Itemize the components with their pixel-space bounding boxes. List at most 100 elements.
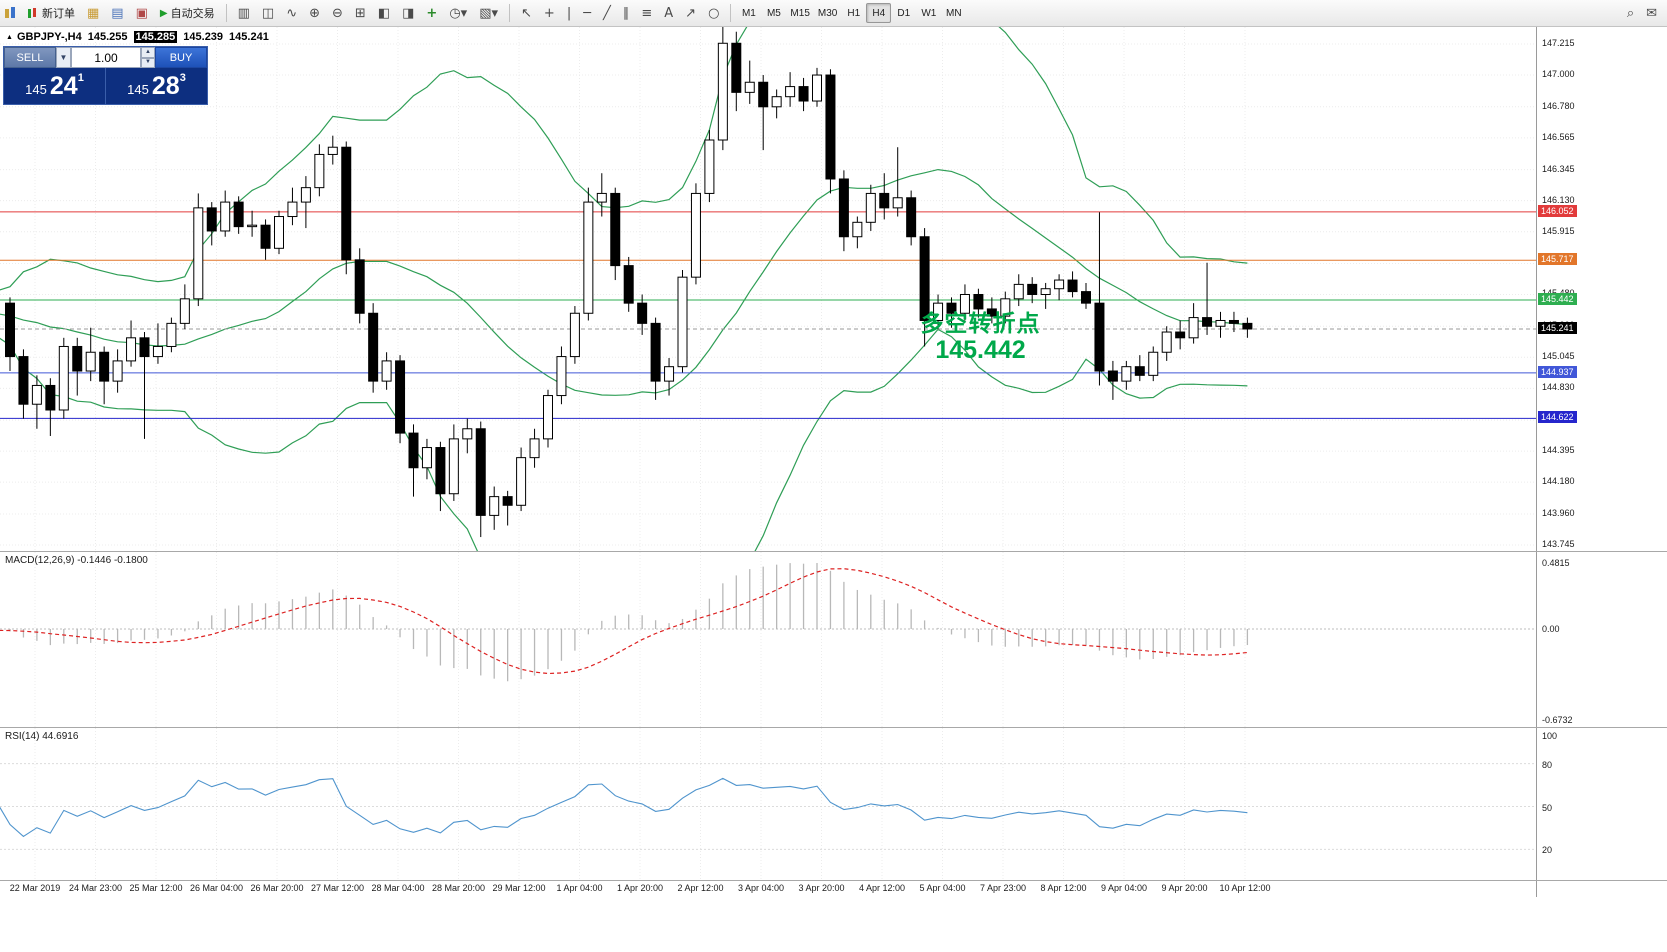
zoom-in-button[interactable]: ⊕ <box>303 2 326 24</box>
time-axis-label: 29 Mar 12:00 <box>492 883 546 893</box>
timeframe-h4[interactable]: H4 <box>866 3 892 23</box>
timeframe-m1[interactable]: M1 <box>736 3 761 23</box>
time-axis-label: 1 Apr 20:00 <box>616 883 664 893</box>
message-icon: ✉ <box>1646 5 1657 21</box>
timeframe-d1[interactable]: D1 <box>891 3 916 23</box>
time-axis-label: 26 Mar 04:00 <box>189 883 244 893</box>
arrange-left-button[interactable]: ◧ <box>372 2 396 24</box>
panel-divider <box>0 880 1667 881</box>
message-button[interactable]: ✉ <box>1640 2 1663 24</box>
shapes-icon: ○ <box>708 5 720 21</box>
indicators-icon: + <box>426 5 438 21</box>
time-axis-label: 7 Apr 23:00 <box>979 883 1027 893</box>
volume-input[interactable] <box>71 47 141 68</box>
tile-windows-button[interactable]: ⊞ <box>349 2 372 24</box>
horizontal-line-button[interactable]: ─ <box>577 2 597 24</box>
time-axis-label: 4 Apr 12:00 <box>858 883 906 893</box>
timeframe-m30[interactable]: M30 <box>814 3 841 23</box>
periods-icon: ◷▾ <box>449 5 468 21</box>
profiles-button[interactable]: ▤ <box>105 2 129 24</box>
toolbar-separator <box>509 4 510 22</box>
price-axis: 147.215 147.000 146.780 146.565 146.345 146.1… <box>1536 27 1667 897</box>
shapes-button[interactable]: ○ <box>702 2 725 24</box>
vertical-line-icon: | <box>566 5 572 21</box>
price-axis-label: 146.565 <box>1542 131 1575 142</box>
open-chart-button[interactable]: ▦ <box>81 2 105 24</box>
timeframe-group: M1 M5 M15 M30 H1 H4 D1 W1 MN <box>736 3 966 23</box>
toolbar-separator <box>225 4 227 22</box>
buy-price[interactable]: 145 28 3 <box>106 68 207 104</box>
time-axis-label: 26 Mar 20:00 <box>250 883 304 893</box>
new-order-button[interactable]: 新订单 <box>20 2 81 24</box>
macd-axis-label: 0.00 <box>1542 624 1560 634</box>
channel-button[interactable]: ∥ <box>617 2 636 24</box>
arrows-button[interactable]: ↗ <box>679 2 702 24</box>
app-icon <box>4 6 18 20</box>
tile-windows-icon: ⊞ <box>354 5 366 21</box>
main-chart[interactable] <box>0 27 1536 551</box>
level-price-tag: 146.052 <box>1538 204 1577 217</box>
bollinger-lower-band <box>0 328 1248 551</box>
trendline-button[interactable]: ╱ <box>597 2 617 24</box>
timeframe-w1[interactable]: W1 <box>916 3 941 23</box>
templates-icon: ▧▾ <box>479 5 498 21</box>
candlestick-chart-button[interactable]: ◫ <box>256 2 280 24</box>
zoom-in-icon: ⊕ <box>309 5 320 21</box>
autotrading-play-icon: ▶ <box>159 7 168 19</box>
line-chart-button[interactable]: ∿ <box>280 2 303 24</box>
buy-button[interactable]: BUY <box>155 47 207 68</box>
rsi-axis-label: 100 <box>1542 731 1558 741</box>
candlestick-chart-icon: ◫ <box>261 5 275 21</box>
volume-dropdown-button[interactable]: ▼ <box>56 47 71 68</box>
price-axis-label: 145.045 <box>1542 351 1575 362</box>
symbol-period-label: GBPJPY-,H4 <box>16 31 82 43</box>
fibonacci-button[interactable]: ≡ <box>635 2 658 24</box>
timeframe-m15[interactable]: M15 <box>786 3 813 23</box>
rsi-panel[interactable] <box>0 728 1536 880</box>
current-price-tag: 145.241 <box>1538 321 1577 334</box>
zoom-out-button[interactable]: ⊖ <box>326 2 349 24</box>
time-axis-label: 8 Apr 12:00 <box>1040 883 1087 893</box>
arrange-bottom-button[interactable]: ◨ <box>396 2 420 24</box>
indicators-button[interactable]: + <box>420 2 443 24</box>
timeframe-h1[interactable]: H1 <box>841 3 866 23</box>
quote-divider <box>105 68 106 104</box>
price-axis-label: 144.395 <box>1542 445 1575 456</box>
autotrading-button[interactable]: ▶ 自动交易 <box>154 2 221 24</box>
volume-up-button[interactable]: ▲ <box>141 47 155 58</box>
search-button[interactable]: ⌕ <box>1621 2 1640 24</box>
zoom-out-icon: ⊖ <box>332 5 343 21</box>
arrows-icon: ↗ <box>685 5 697 21</box>
profiles-icon: ▤ <box>111 5 124 21</box>
templates-button[interactable]: ▧▾ <box>473 2 504 24</box>
timeframe-m5[interactable]: M5 <box>761 3 786 23</box>
crosshair-button[interactable]: + <box>538 2 561 24</box>
sell-price[interactable]: 145 24 1 <box>4 68 105 104</box>
panel-divider[interactable] <box>0 551 1667 552</box>
sell-button[interactable]: SELL <box>4 47 56 68</box>
level-price-tag: 144.622 <box>1538 411 1577 424</box>
bar-chart-button[interactable]: ▥ <box>232 2 256 24</box>
timeframe-mn[interactable]: MN <box>941 3 966 23</box>
arrange-left-icon: ◧ <box>377 5 391 21</box>
sell-price-main: 145 <box>25 82 47 97</box>
periods-button[interactable]: ◷▾ <box>443 2 473 24</box>
time-axis: 22 Mar 2019 24 Mar 23:00 25 Mar 12:00 26 Ma… <box>0 881 1536 897</box>
macd-axis-label: 0.4815 <box>1542 558 1570 568</box>
vertical-line-button[interactable]: | <box>561 2 577 24</box>
volume-down-button[interactable]: ▼ <box>141 57 155 68</box>
arrange-bottom-icon: ◨ <box>402 5 415 21</box>
panel-divider[interactable] <box>0 727 1667 728</box>
cursor-button[interactable]: ↖ <box>515 2 538 24</box>
macd-panel[interactable] <box>0 552 1536 727</box>
time-axis-label: 3 Apr 04:00 <box>737 883 785 893</box>
toolbar-left-icons: ▦ ▤ ▣ <box>81 2 154 24</box>
market-watch-button[interactable]: ▣ <box>130 2 154 24</box>
autotrading-label: 自动交易 <box>170 8 215 20</box>
ohlc-high: 145.285 <box>133 31 178 43</box>
macd-label: MACD(12,26,9) -0.1446 -0.1800 <box>5 555 148 566</box>
text-button[interactable]: A <box>658 2 679 24</box>
rsi-axis-label: 20 <box>1542 845 1553 856</box>
time-axis-label: 3 Apr 20:00 <box>798 883 845 893</box>
rsi-axis-label: 80 <box>1542 759 1553 770</box>
